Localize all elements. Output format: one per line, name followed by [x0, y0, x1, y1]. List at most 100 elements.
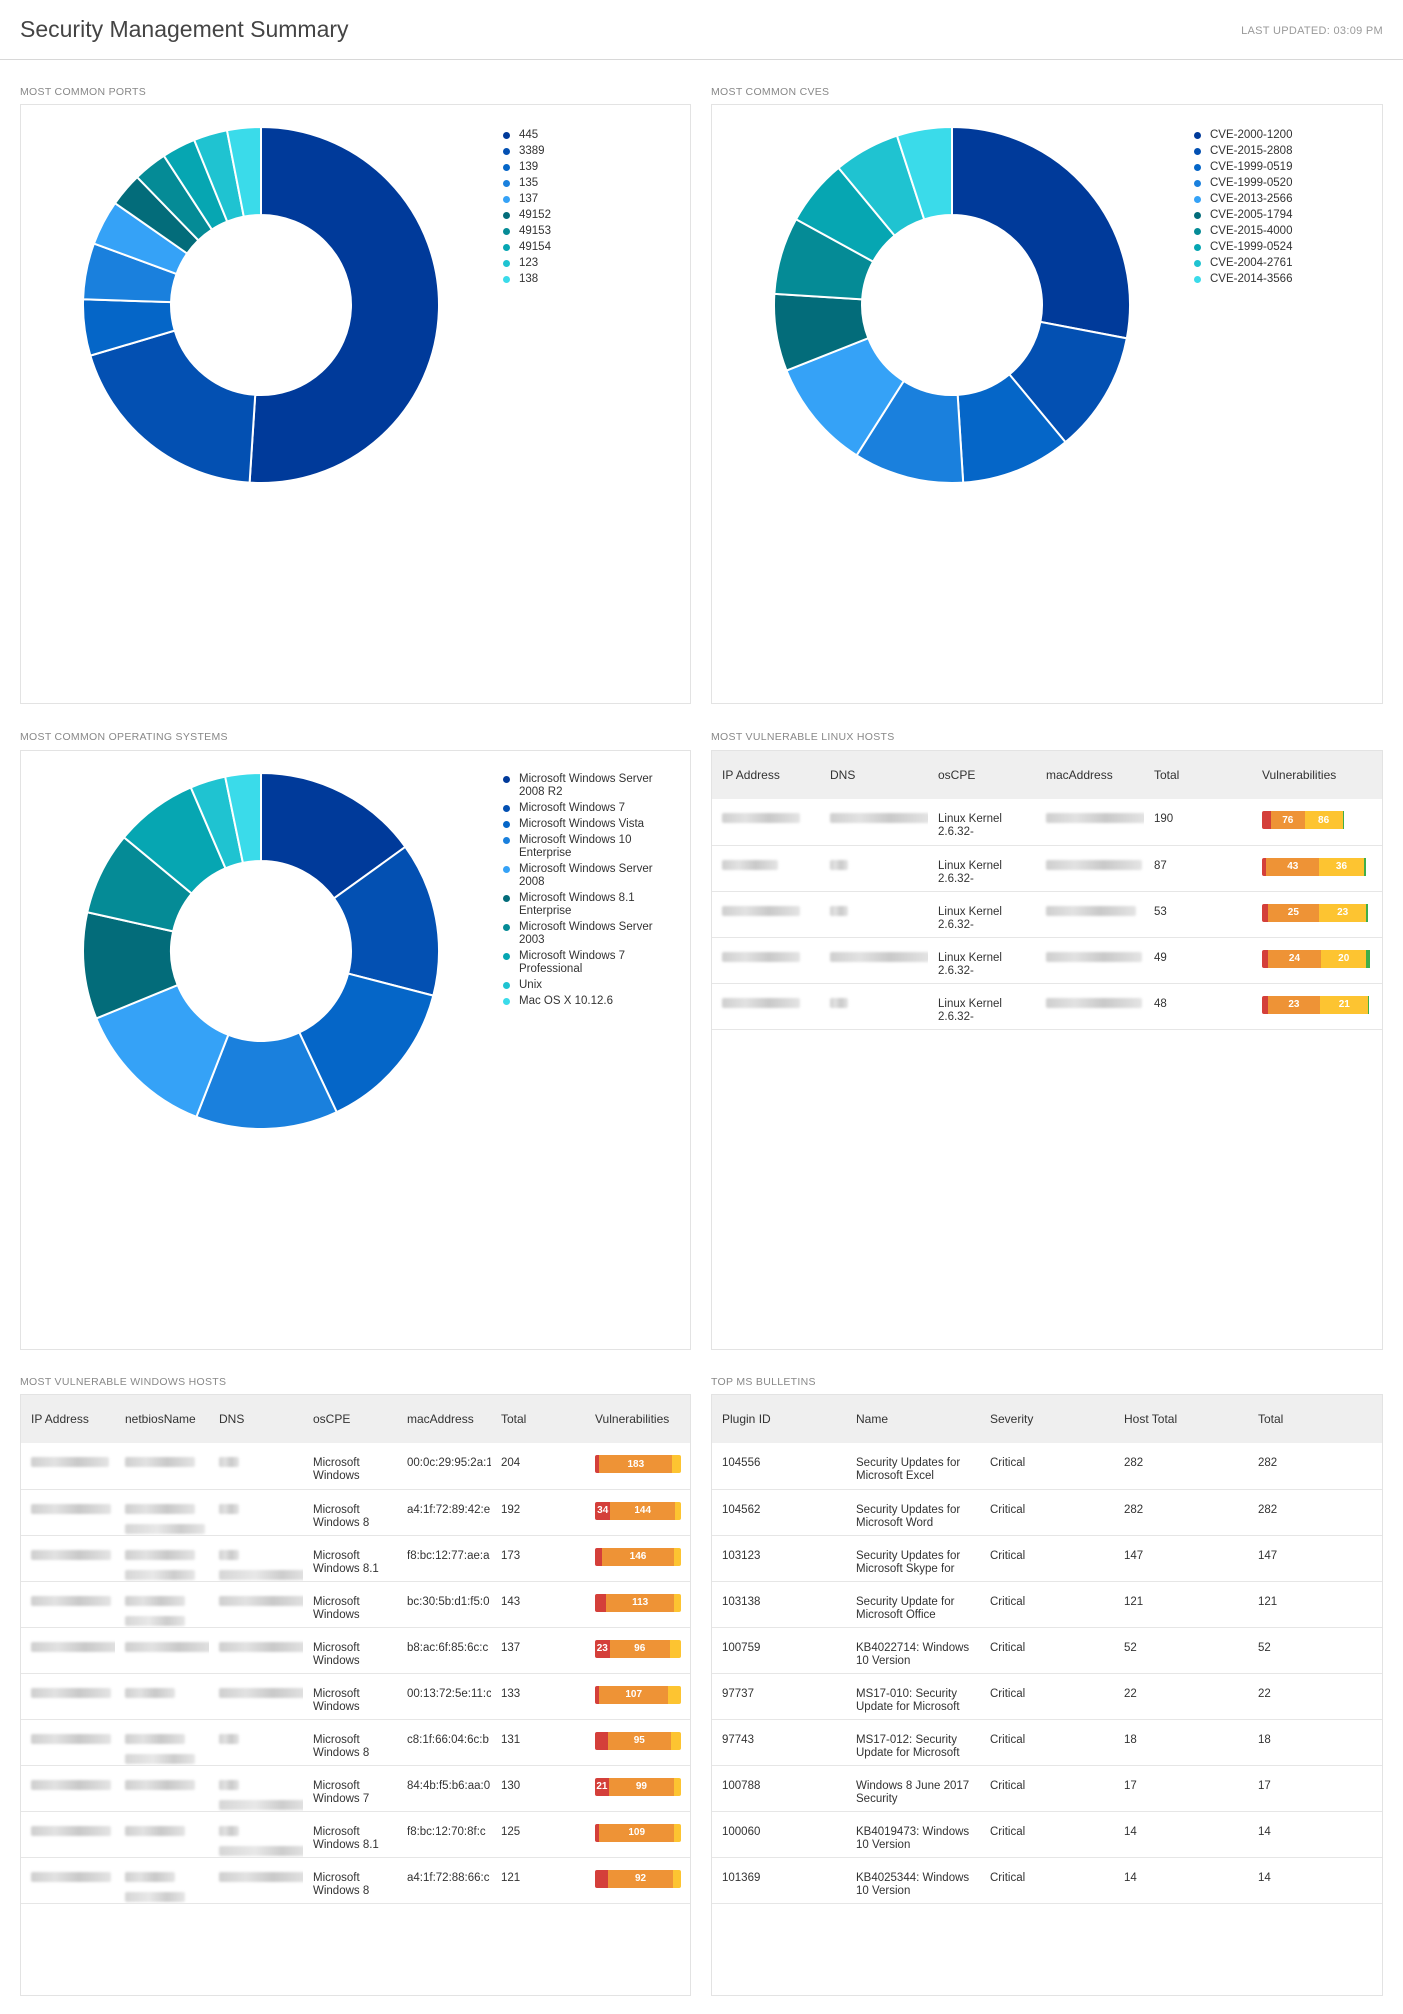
column-header[interactable]: DNS — [209, 1395, 303, 1443]
legend-item[interactable]: 445 — [501, 129, 681, 142]
donut-slice-mac-os-x-10-12-6[interactable] — [223, 771, 262, 865]
table-row[interactable]: 104556 Security Updates for Microsoft Exc… — [712, 1443, 1382, 1490]
column-header[interactable]: netbiosName — [115, 1395, 209, 1443]
legend-item[interactable]: Microsoft Windows 8.1 Enterprise — [501, 892, 681, 918]
table-row[interactable]: 101369 KB4025344: Windows 10 Version Criti… — [712, 1857, 1382, 1904]
dns-cell — [820, 891, 928, 938]
legend-item[interactable]: CVE-1999-0519 — [1192, 161, 1372, 174]
table-row[interactable]: 104562 Security Updates for Microsoft Wor… — [712, 1489, 1382, 1536]
donut-slice-microsoft-windows-7[interactable] — [332, 845, 440, 997]
column-header[interactable]: macAddress — [397, 1395, 491, 1443]
legend-item[interactable]: CVE-2004-2761 — [1192, 257, 1372, 270]
table-row[interactable]: Microsoft Windows 00:0c:29:95:2a:1 204 183 — [21, 1443, 690, 1490]
vulnerability-severity-bar[interactable]: 107 — [595, 1685, 681, 1704]
legend-item[interactable]: CVE-1999-0524 — [1192, 241, 1372, 254]
legend-item[interactable]: Mac OS X 10.12.6 — [501, 995, 681, 1008]
table-row[interactable]: Microsoft Windows 7 84:4b:f5:b6:aa:0 130 21… — [21, 1765, 690, 1812]
table-row[interactable]: Microsoft Windows b8:ac:6f:85:6c:c 137 23 96 — [21, 1627, 690, 1674]
column-header[interactable]: Name — [846, 1395, 980, 1443]
table-row[interactable]: Microsoft Windows bc:30:5b:d1:f5:0 143 113 — [21, 1581, 690, 1628]
table-row[interactable]: Microsoft Windows 8 a4:1f:72:88:66:c 121 92 — [21, 1857, 690, 1904]
donut-slice-3389[interactable] — [89, 329, 257, 484]
legend-item[interactable]: CVE-1999-0520 — [1192, 177, 1372, 190]
table-row[interactable]: 97737 MS17-010: Security Update for Micro… — [712, 1673, 1382, 1720]
legend-item[interactable]: 138 — [501, 273, 681, 286]
legend-item[interactable]: 49152 — [501, 209, 681, 222]
table-row[interactable]: 100788 Windows 8 June 2017 Security Critic… — [712, 1765, 1382, 1812]
vulnerability-severity-bar[interactable]: 109 — [595, 1823, 681, 1842]
vulnerability-severity-bar[interactable]: 183 — [595, 1455, 681, 1473]
legend-item[interactable]: CVE-2015-4000 — [1192, 225, 1372, 238]
table-row[interactable]: Linux Kernel 2.6.32- 190 76 86 — [712, 799, 1382, 846]
legend-item[interactable]: 49154 — [501, 241, 681, 254]
donut-slice-microsoft-windows-server-2008-r2[interactable] — [260, 771, 407, 900]
vulnerability-severity-bar[interactable]: 24 20 — [1262, 949, 1374, 968]
cves-widget-title: MOST COMMON CVES — [711, 86, 830, 98]
legend-item[interactable]: Microsoft Windows Server 2003 — [501, 921, 681, 947]
column-header[interactable]: Host Total — [1114, 1395, 1248, 1443]
table-row[interactable]: 97743 MS17-012: Security Update for Micro… — [712, 1719, 1382, 1766]
legend-item[interactable]: Microsoft Windows 7 Professional — [501, 950, 681, 976]
legend-item[interactable]: 123 — [501, 257, 681, 270]
table-row[interactable]: Microsoft Windows 00:13:72:5e:11:c 133 107 — [21, 1673, 690, 1720]
vulnerability-severity-bar[interactable]: 76 86 — [1262, 811, 1374, 829]
legend-item[interactable]: Microsoft Windows 10 Enterprise — [501, 834, 681, 860]
vulnerability-severity-bar[interactable]: 146 — [595, 1547, 681, 1566]
legend-item[interactable]: CVE-2015-2808 — [1192, 145, 1372, 158]
donut-slice-cve-2000-1200[interactable] — [951, 125, 1131, 340]
table-row[interactable]: Microsoft Windows 8.1 f8:bc:12:77:ae:a 173… — [21, 1535, 690, 1582]
vulnerability-severity-bar[interactable]: 23 21 — [1262, 995, 1374, 1014]
vulnerability-severity-bar[interactable]: 95 — [595, 1731, 681, 1750]
column-header[interactable]: osCPE — [303, 1395, 397, 1443]
donut-slice-445[interactable] — [248, 125, 440, 484]
column-header[interactable]: Vulnerabilities — [585, 1395, 690, 1443]
table-row[interactable]: Microsoft Windows 8 c8:1f:66:04:6c:b 131 95 — [21, 1719, 690, 1766]
column-header[interactable]: osCPE — [928, 751, 1036, 799]
legend-item[interactable]: Microsoft Windows Server 2008 R2 — [501, 773, 681, 799]
table-row[interactable]: Linux Kernel 2.6.32- 48 23 21 — [712, 983, 1382, 1030]
netbios-name-cell — [115, 1811, 209, 1858]
donut-slice-cve-2014-3566[interactable] — [895, 125, 953, 221]
column-header[interactable]: IP Address — [21, 1395, 115, 1443]
table-row[interactable]: Linux Kernel 2.6.32- 53 25 23 — [712, 891, 1382, 938]
legend-item[interactable]: Microsoft Windows Server 2008 — [501, 863, 681, 889]
column-header[interactable]: Vulnerabilities — [1252, 751, 1382, 799]
column-header[interactable]: Severity — [980, 1395, 1114, 1443]
column-header[interactable]: Total — [1248, 1395, 1382, 1443]
legend-item[interactable]: 135 — [501, 177, 681, 190]
legend-item[interactable]: CVE-2014-3566 — [1192, 273, 1372, 286]
legend-item[interactable]: 49153 — [501, 225, 681, 238]
table-row[interactable]: Microsoft Windows 8 a4:1f:72:89:42:e 192 34… — [21, 1489, 690, 1536]
legend-item[interactable]: 3389 — [501, 145, 681, 158]
vulnerability-severity-bar[interactable]: 23 96 — [595, 1639, 681, 1658]
table-row[interactable]: 100759 KB4022714: Windows 10 Version Criti… — [712, 1627, 1382, 1674]
legend-item[interactable]: 137 — [501, 193, 681, 206]
legend-item[interactable]: CVE-2013-2566 — [1192, 193, 1372, 206]
column-header[interactable]: Total — [1144, 751, 1252, 799]
legend-item[interactable]: 139 — [501, 161, 681, 174]
column-header[interactable]: macAddress — [1036, 751, 1144, 799]
donut-slice-microsoft-windows-vista[interactable] — [297, 972, 435, 1114]
column-header[interactable]: Total — [491, 1395, 585, 1443]
table-row[interactable]: 103138 Security Update for Microsoft Offi… — [712, 1581, 1382, 1628]
column-header[interactable]: DNS — [820, 751, 928, 799]
legend-item[interactable]: Microsoft Windows 7 — [501, 802, 681, 815]
vulnerability-severity-bar[interactable]: 34 144 — [595, 1501, 681, 1520]
legend-item[interactable]: CVE-2000-1200 — [1192, 129, 1372, 142]
column-header[interactable]: IP Address — [712, 751, 820, 799]
legend-item[interactable]: Microsoft Windows Vista — [501, 818, 681, 831]
legend-item[interactable]: CVE-2005-1794 — [1192, 209, 1372, 222]
donut-slice-138[interactable] — [225, 125, 262, 218]
table-row[interactable]: Linux Kernel 2.6.32- 49 24 20 — [712, 937, 1382, 984]
column-header[interactable]: Plugin ID — [712, 1395, 846, 1443]
vulnerability-severity-bar[interactable]: 113 — [595, 1593, 681, 1612]
vulnerability-severity-bar[interactable]: 21 99 — [595, 1777, 681, 1796]
vulnerability-severity-bar[interactable]: 92 — [595, 1869, 681, 1888]
table-row[interactable]: 100060 KB4019473: Windows 10 Version Criti… — [712, 1811, 1382, 1858]
vulnerability-severity-bar[interactable]: 25 23 — [1262, 903, 1374, 922]
table-row[interactable]: 103123 Security Updates for Microsoft Sky… — [712, 1535, 1382, 1582]
legend-item[interactable]: Unix — [501, 979, 681, 992]
vulnerability-severity-bar[interactable]: 43 36 — [1262, 857, 1374, 876]
table-row[interactable]: Microsoft Windows 8.1 f8:bc:12:70:8f:c 125… — [21, 1811, 690, 1858]
table-row[interactable]: Linux Kernel 2.6.32- 87 43 36 — [712, 845, 1382, 892]
